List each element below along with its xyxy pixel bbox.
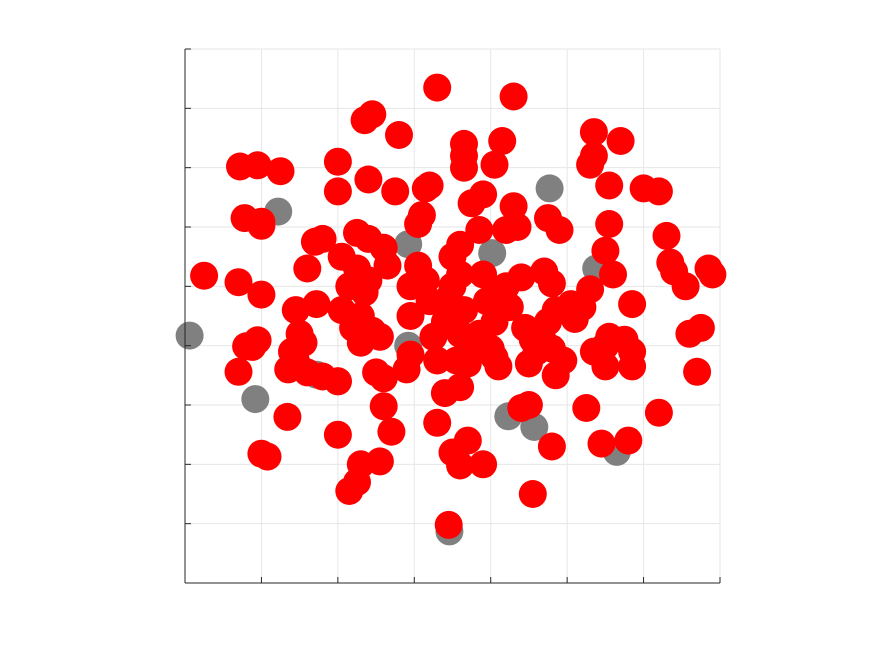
point-s1-2 bbox=[224, 357, 253, 386]
point-s1-165 bbox=[686, 313, 715, 342]
point-s1-68 bbox=[415, 171, 444, 200]
point-s1-92 bbox=[423, 73, 452, 102]
point-s1-55 bbox=[323, 367, 352, 396]
point-s1-151 bbox=[579, 118, 608, 147]
point-s1-66 bbox=[404, 210, 433, 238]
point-s1-14 bbox=[253, 442, 282, 471]
point-s1-133 bbox=[545, 216, 574, 244]
point-s1-21 bbox=[293, 254, 322, 283]
point-s1-49 bbox=[377, 417, 406, 446]
point-s1-62 bbox=[396, 302, 425, 330]
point-s1-28 bbox=[323, 147, 352, 176]
point-s1-89 bbox=[453, 426, 482, 455]
point-s1-60 bbox=[385, 121, 413, 149]
point-s1-20 bbox=[302, 290, 331, 319]
point-s1-118 bbox=[514, 391, 543, 419]
point-s1-47 bbox=[369, 364, 398, 393]
point-s1-79 bbox=[446, 260, 475, 289]
point-s1-54 bbox=[335, 477, 364, 505]
axes bbox=[184, 48, 721, 584]
point-s1-6 bbox=[238, 332, 267, 361]
point-s1-52 bbox=[323, 420, 352, 449]
point-s1-37 bbox=[354, 266, 383, 295]
point-s1-57 bbox=[285, 319, 314, 348]
point-s1-104 bbox=[476, 334, 505, 363]
point-s1-64 bbox=[392, 355, 421, 384]
point-s1-84 bbox=[442, 346, 471, 375]
point-s1-111 bbox=[503, 213, 532, 241]
point-s1-44 bbox=[373, 251, 402, 280]
data-points bbox=[175, 73, 727, 546]
point-s1-168 bbox=[644, 398, 673, 427]
point-s1-116 bbox=[514, 349, 543, 378]
point-s1-138 bbox=[576, 275, 605, 304]
point-s1-131 bbox=[541, 361, 570, 390]
point-s1-158 bbox=[652, 221, 681, 250]
point-s1-125 bbox=[537, 269, 566, 298]
point-s1-12 bbox=[266, 157, 295, 186]
point-s1-98 bbox=[465, 216, 494, 244]
point-s1-143 bbox=[572, 394, 601, 422]
point-s0-6 bbox=[535, 174, 564, 203]
point-s1-90 bbox=[446, 373, 475, 402]
point-s1-0 bbox=[190, 261, 219, 290]
point-s1-78 bbox=[446, 230, 475, 259]
point-s1-91 bbox=[434, 510, 463, 539]
point-s1-152 bbox=[606, 127, 635, 155]
point-s1-70 bbox=[411, 266, 440, 295]
point-s1-59 bbox=[381, 177, 410, 206]
point-s1-147 bbox=[599, 260, 627, 289]
point-s1-164 bbox=[683, 357, 712, 386]
point-s1-121 bbox=[488, 127, 517, 155]
point-s1-162 bbox=[629, 174, 658, 203]
point-s1-144 bbox=[587, 429, 616, 458]
point-s1-88 bbox=[446, 451, 475, 480]
point-s1-86 bbox=[423, 408, 452, 437]
point-s1-161 bbox=[671, 272, 700, 301]
point-s1-167 bbox=[698, 260, 727, 289]
point-s1-153 bbox=[618, 290, 647, 319]
point-s1-15 bbox=[273, 402, 302, 431]
point-s1-145 bbox=[591, 236, 620, 265]
point-s1-110 bbox=[499, 192, 528, 221]
point-s1-119 bbox=[469, 450, 498, 479]
point-s1-5 bbox=[247, 280, 276, 309]
point-s1-122 bbox=[480, 150, 509, 179]
point-s1-127 bbox=[534, 307, 562, 336]
point-s1-58 bbox=[274, 355, 303, 384]
point-s1-23 bbox=[308, 224, 337, 253]
point-s1-11 bbox=[243, 151, 272, 180]
point-s1-9 bbox=[247, 211, 276, 240]
point-s1-156 bbox=[618, 337, 647, 366]
point-s1-48 bbox=[369, 392, 398, 421]
point-s1-108 bbox=[495, 293, 524, 322]
point-s1-45 bbox=[365, 322, 394, 351]
point-s1-42 bbox=[358, 100, 387, 129]
point-s1-146 bbox=[595, 210, 624, 238]
point-s1-134 bbox=[537, 432, 566, 461]
point-s1-99 bbox=[469, 260, 498, 289]
point-s1-142 bbox=[591, 352, 620, 381]
point-s0-2 bbox=[241, 385, 270, 414]
point-s1-1 bbox=[224, 268, 253, 297]
point-s1-27 bbox=[323, 177, 352, 206]
point-s1-97 bbox=[469, 180, 498, 209]
point-s1-148 bbox=[595, 171, 624, 200]
point-s1-80 bbox=[450, 296, 478, 325]
point-s0-5 bbox=[478, 239, 507, 268]
point-s0-0 bbox=[175, 321, 204, 350]
point-s1-112 bbox=[507, 263, 536, 292]
point-s1-95 bbox=[450, 153, 478, 182]
point-s1-120 bbox=[518, 480, 547, 508]
point-s1-169 bbox=[614, 426, 643, 455]
point-s1-40 bbox=[354, 165, 383, 194]
point-s1-123 bbox=[499, 82, 528, 111]
point-s1-150 bbox=[579, 141, 608, 170]
